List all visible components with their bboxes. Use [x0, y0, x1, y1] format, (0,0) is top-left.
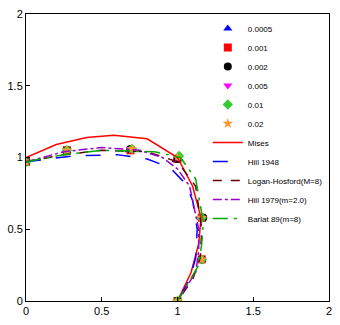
svg-text:0.0005: 0.0005 [248, 25, 273, 34]
svg-text:0.01: 0.01 [248, 101, 264, 110]
svg-text:0: 0 [23, 305, 29, 317]
svg-text:1.5: 1.5 [246, 305, 261, 317]
svg-text:0.002: 0.002 [248, 63, 269, 72]
svg-text:0.001: 0.001 [248, 44, 269, 53]
svg-text:2: 2 [326, 305, 332, 317]
svg-text:1: 1 [17, 151, 23, 163]
svg-text:1: 1 [174, 305, 180, 317]
svg-text:0.5: 0.5 [8, 223, 23, 235]
svg-text:Logan-Hosford(M=8): Logan-Hosford(M=8) [248, 177, 322, 186]
svg-text:Mises: Mises [248, 139, 269, 148]
svg-text:Hill 1948: Hill 1948 [248, 158, 280, 167]
svg-text:0.02: 0.02 [248, 120, 264, 129]
svg-text:Hill 1979(m=2.0): Hill 1979(m=2.0) [248, 196, 307, 205]
svg-text:2: 2 [17, 8, 23, 20]
svg-text:Barlat 89(m=8): Barlat 89(m=8) [248, 215, 301, 224]
svg-text:0.005: 0.005 [248, 82, 269, 91]
svg-text:1.5: 1.5 [8, 80, 23, 92]
svg-text:0.5: 0.5 [94, 305, 109, 317]
svg-text:0: 0 [17, 295, 23, 307]
